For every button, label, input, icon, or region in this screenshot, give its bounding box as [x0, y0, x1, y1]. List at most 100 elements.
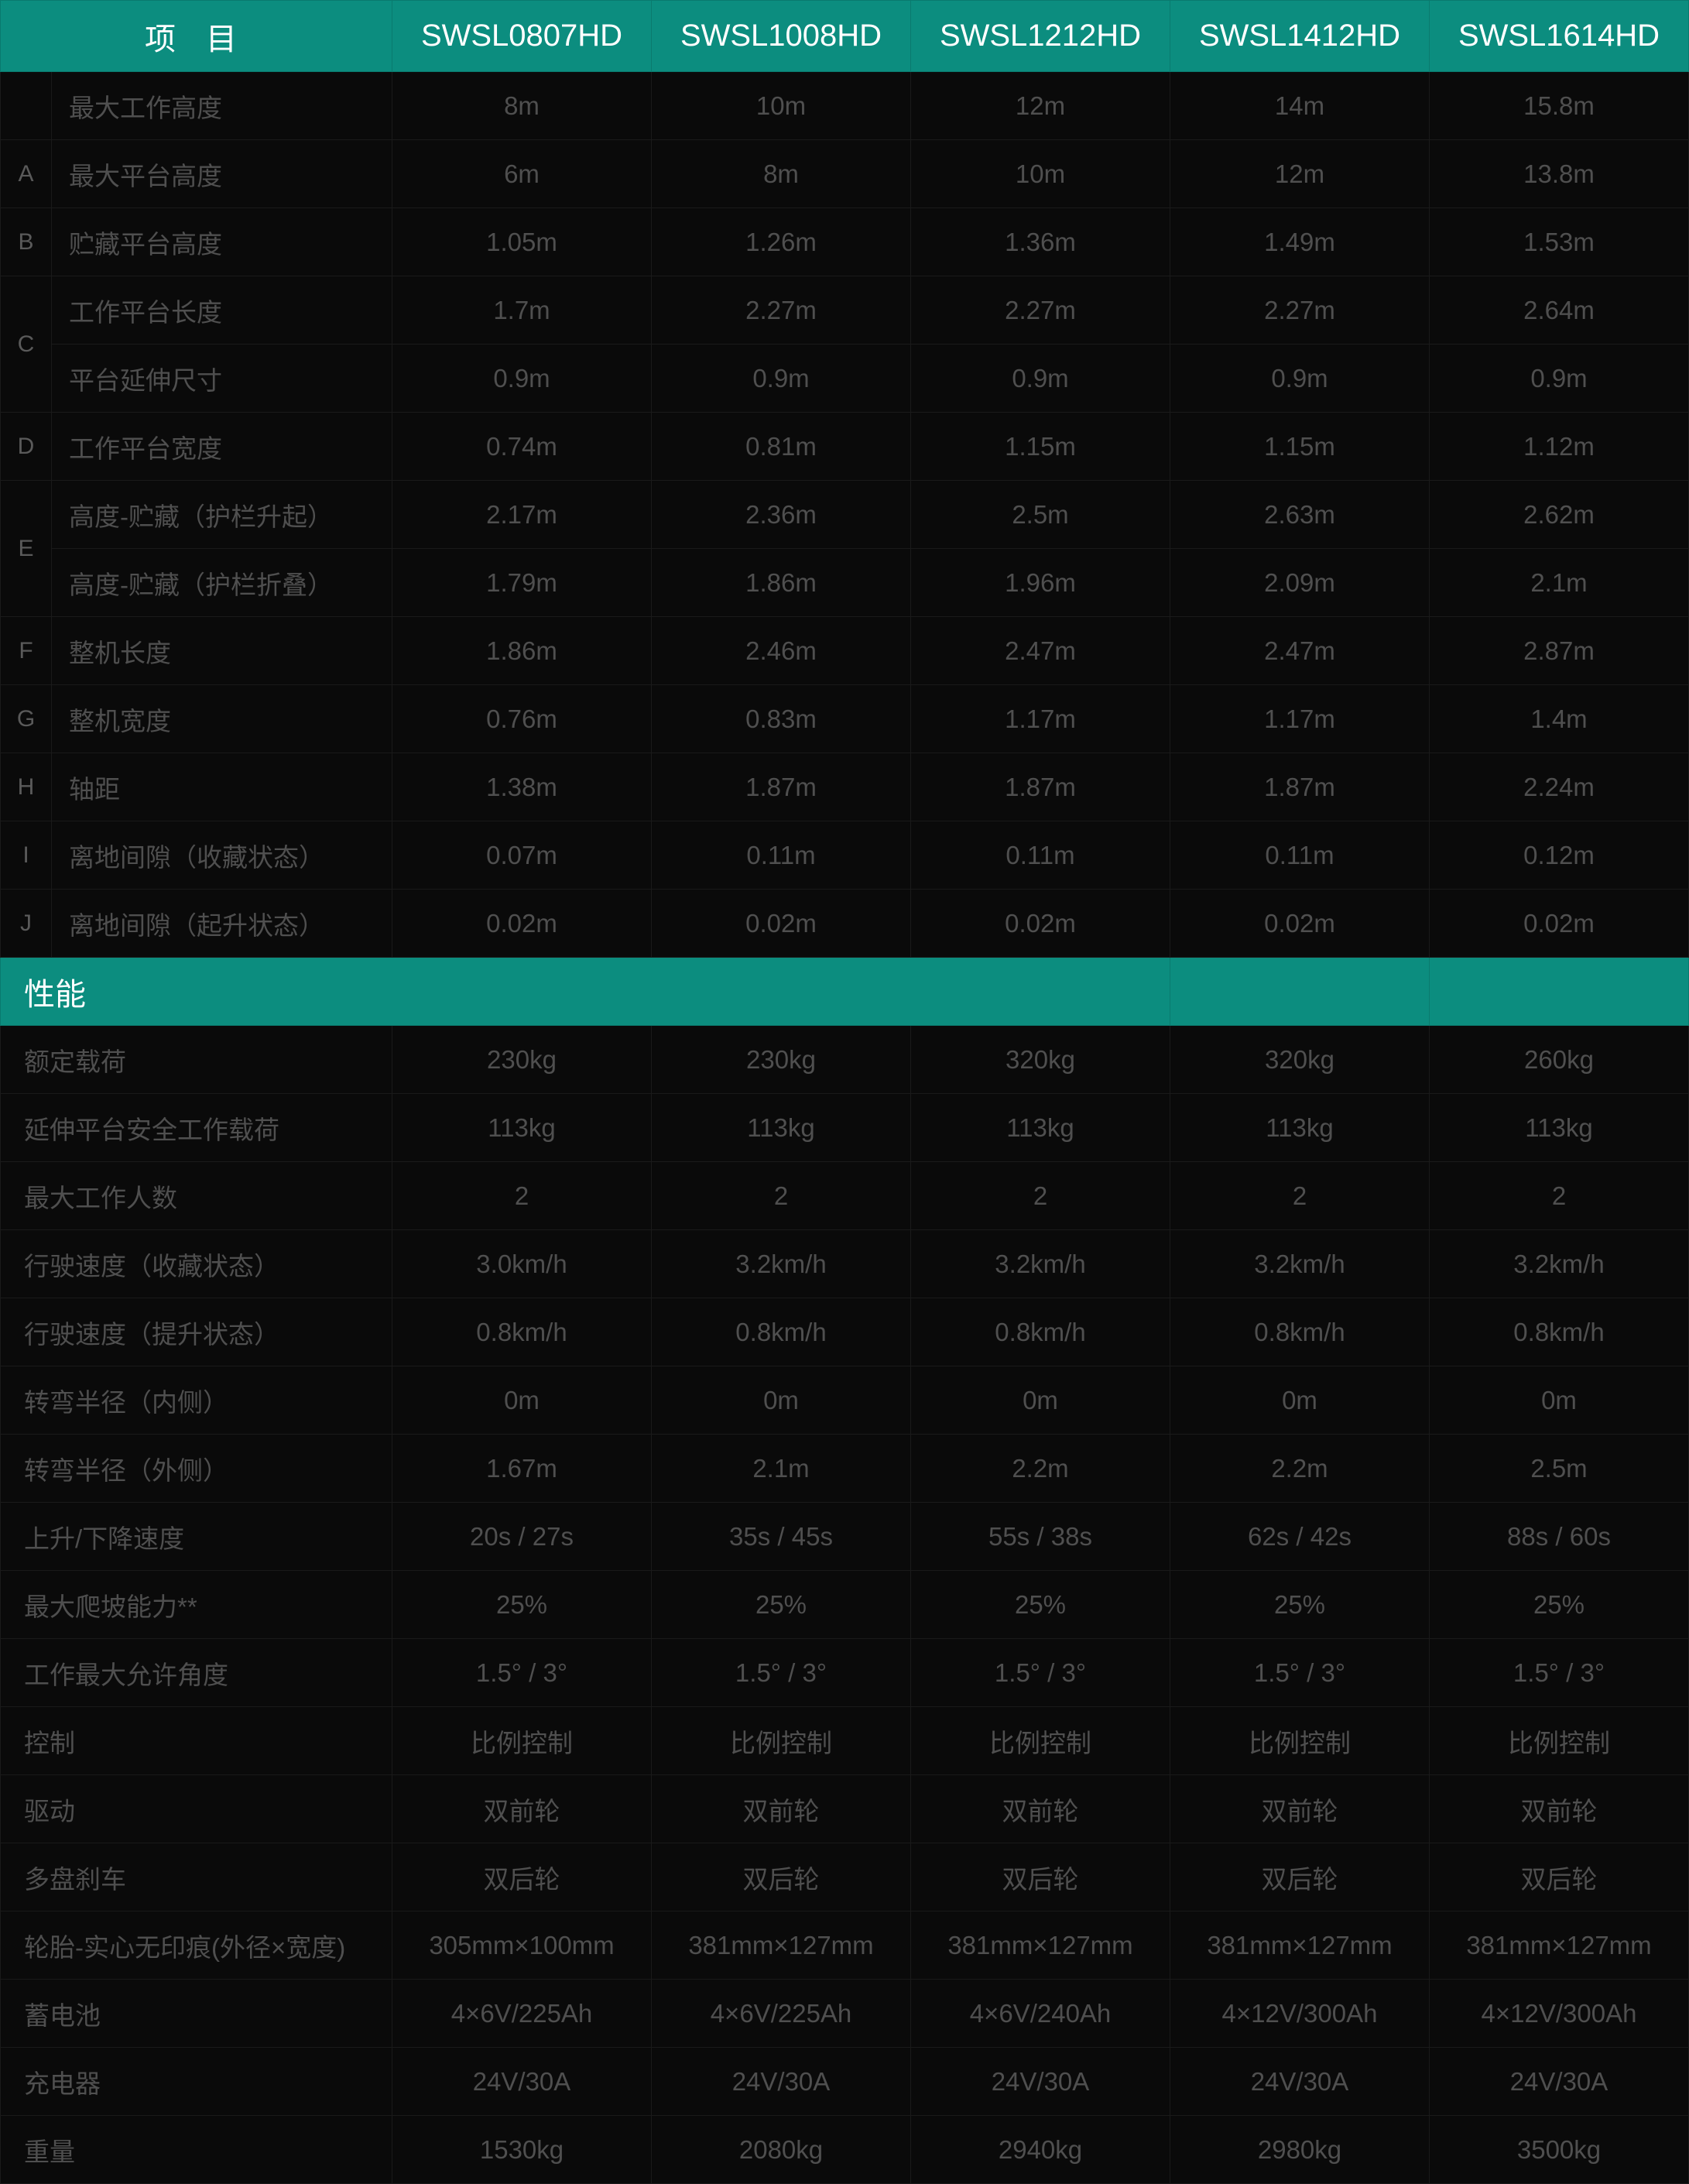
- dim-row: C工作平台长度1.7m2.27m2.27m2.27m2.64m: [1, 276, 1689, 345]
- cell: 双后轮: [911, 1843, 1170, 1911]
- dim-row: D工作平台宽度0.74m0.81m1.15m1.15m1.12m: [1, 413, 1689, 481]
- cell: 2980kg: [1170, 2116, 1430, 2184]
- cell: 8m: [392, 72, 652, 140]
- cell: 1.5° / 3°: [1170, 1639, 1430, 1707]
- cell: 2.27m: [911, 276, 1170, 345]
- row-label: 转弯半径（内侧）: [1, 1366, 392, 1435]
- cell: 113kg: [392, 1094, 652, 1162]
- cell: 1.15m: [911, 413, 1170, 481]
- perf-row: 轮胎-实心无印痕(外径×宽度)305mm×100mm381mm×127mm381…: [1, 1911, 1689, 1980]
- cell: 双后轮: [1430, 1843, 1689, 1911]
- cell: 1.5° / 3°: [1430, 1639, 1689, 1707]
- cell: 1.49m: [1170, 208, 1430, 276]
- cell: 1.38m: [392, 753, 652, 821]
- cell: 2.17m: [392, 481, 652, 549]
- cell: 0.02m: [911, 890, 1170, 958]
- cell: 3.2km/h: [652, 1230, 911, 1298]
- cell: 25%: [1430, 1571, 1689, 1639]
- cell: 6m: [392, 140, 652, 208]
- cell: 2.5m: [911, 481, 1170, 549]
- cell: 1.12m: [1430, 413, 1689, 481]
- cell: 1.4m: [1430, 685, 1689, 753]
- spec-table: 项 目SWSL0807HDSWSL1008HDSWSL1212HDSWSL141…: [0, 0, 1689, 2184]
- cell: 1.5° / 3°: [911, 1639, 1170, 1707]
- cell: 0m: [1430, 1366, 1689, 1435]
- cell: 381mm×127mm: [1430, 1911, 1689, 1980]
- cell: 双前轮: [392, 1775, 652, 1843]
- cell: 230kg: [652, 1026, 911, 1094]
- header-row: 项 目SWSL0807HDSWSL1008HDSWSL1212HDSWSL141…: [1, 1, 1689, 72]
- row-letter: D: [1, 413, 52, 481]
- row-letter: [1, 72, 52, 140]
- cell: 2.36m: [652, 481, 911, 549]
- cell: 1.87m: [1170, 753, 1430, 821]
- row-letter: E: [1, 481, 52, 617]
- row-label: 工作平台长度: [52, 276, 392, 345]
- cell: 0.8km/h: [1430, 1298, 1689, 1366]
- row-label: 高度-贮藏（护栏折叠）: [52, 549, 392, 617]
- cell: 2.2m: [911, 1435, 1170, 1503]
- cell: 4×6V/225Ah: [392, 1980, 652, 2048]
- cell: 260kg: [1430, 1026, 1689, 1094]
- perf-row: 驱动双前轮双前轮双前轮双前轮双前轮: [1, 1775, 1689, 1843]
- cell: 4×6V/225Ah: [652, 1980, 911, 2048]
- cell: 2.64m: [1430, 276, 1689, 345]
- cell: 381mm×127mm: [1170, 1911, 1430, 1980]
- perf-row: 重量1530kg2080kg2940kg2980kg3500kg: [1, 2116, 1689, 2184]
- row-label: 转弯半径（外侧）: [1, 1435, 392, 1503]
- cell: 2.24m: [1430, 753, 1689, 821]
- cell: 24V/30A: [392, 2048, 652, 2116]
- header-item: 项 目: [1, 1, 392, 72]
- dim-row: B贮藏平台高度1.05m1.26m1.36m1.49m1.53m: [1, 208, 1689, 276]
- cell: 1.17m: [911, 685, 1170, 753]
- cell: 1.5° / 3°: [652, 1639, 911, 1707]
- cell: 0.12m: [1430, 821, 1689, 890]
- dim-row: I离地间隙（收藏状态）0.07m0.11m0.11m0.11m0.12m: [1, 821, 1689, 890]
- cell: 10m: [652, 72, 911, 140]
- cell: 25%: [652, 1571, 911, 1639]
- cell: 0.8km/h: [911, 1298, 1170, 1366]
- cell: 62s / 42s: [1170, 1503, 1430, 1571]
- cell: 比例控制: [911, 1707, 1170, 1775]
- perf-row: 上升/下降速度20s / 27s35s / 45s55s / 38s62s / …: [1, 1503, 1689, 1571]
- row-label: 轴距: [52, 753, 392, 821]
- row-label: 重量: [1, 2116, 392, 2184]
- row-label: 工作最大允许角度: [1, 1639, 392, 1707]
- perf-row: 蓄电池4×6V/225Ah4×6V/225Ah4×6V/240Ah4×12V/3…: [1, 1980, 1689, 2048]
- cell: 12m: [1170, 140, 1430, 208]
- row-letter: G: [1, 685, 52, 753]
- cell: 0.76m: [392, 685, 652, 753]
- cell: 双后轮: [1170, 1843, 1430, 1911]
- row-label: 延伸平台安全工作载荷: [1, 1094, 392, 1162]
- cell: 双前轮: [1430, 1775, 1689, 1843]
- cell: 1.86m: [652, 549, 911, 617]
- row-label: 蓄电池: [1, 1980, 392, 2048]
- cell: 0m: [911, 1366, 1170, 1435]
- cell: 381mm×127mm: [911, 1911, 1170, 1980]
- cell: 0.9m: [911, 345, 1170, 413]
- dim-row: 平台延伸尺寸0.9m0.9m0.9m0.9m0.9m: [1, 345, 1689, 413]
- cell: 1.87m: [652, 753, 911, 821]
- cell: 0.02m: [1430, 890, 1689, 958]
- perf-row: 控制比例控制比例控制比例控制比例控制比例控制: [1, 1707, 1689, 1775]
- row-letter: J: [1, 890, 52, 958]
- row-label: 离地间隙（起升状态）: [52, 890, 392, 958]
- cell: 1.79m: [392, 549, 652, 617]
- cell: 2: [1430, 1162, 1689, 1230]
- perf-row: 工作最大允许角度1.5° / 3°1.5° / 3°1.5° / 3°1.5° …: [1, 1639, 1689, 1707]
- perf-row: 多盘刹车双后轮双后轮双后轮双后轮双后轮: [1, 1843, 1689, 1911]
- cell: 0.02m: [1170, 890, 1430, 958]
- perf-row: 最大爬坡能力**25%25%25%25%25%: [1, 1571, 1689, 1639]
- row-letter: F: [1, 617, 52, 685]
- cell: 2.1m: [1430, 549, 1689, 617]
- cell: 3.0km/h: [392, 1230, 652, 1298]
- cell: 113kg: [1170, 1094, 1430, 1162]
- cell: 1.87m: [911, 753, 1170, 821]
- cell: 2.47m: [911, 617, 1170, 685]
- cell: 2.27m: [652, 276, 911, 345]
- cell: 25%: [1170, 1571, 1430, 1639]
- cell: 4×12V/300Ah: [1430, 1980, 1689, 2048]
- cell: 双前轮: [1170, 1775, 1430, 1843]
- cell: 4×12V/300Ah: [1170, 1980, 1430, 2048]
- row-label: 轮胎-实心无印痕(外径×宽度): [1, 1911, 392, 1980]
